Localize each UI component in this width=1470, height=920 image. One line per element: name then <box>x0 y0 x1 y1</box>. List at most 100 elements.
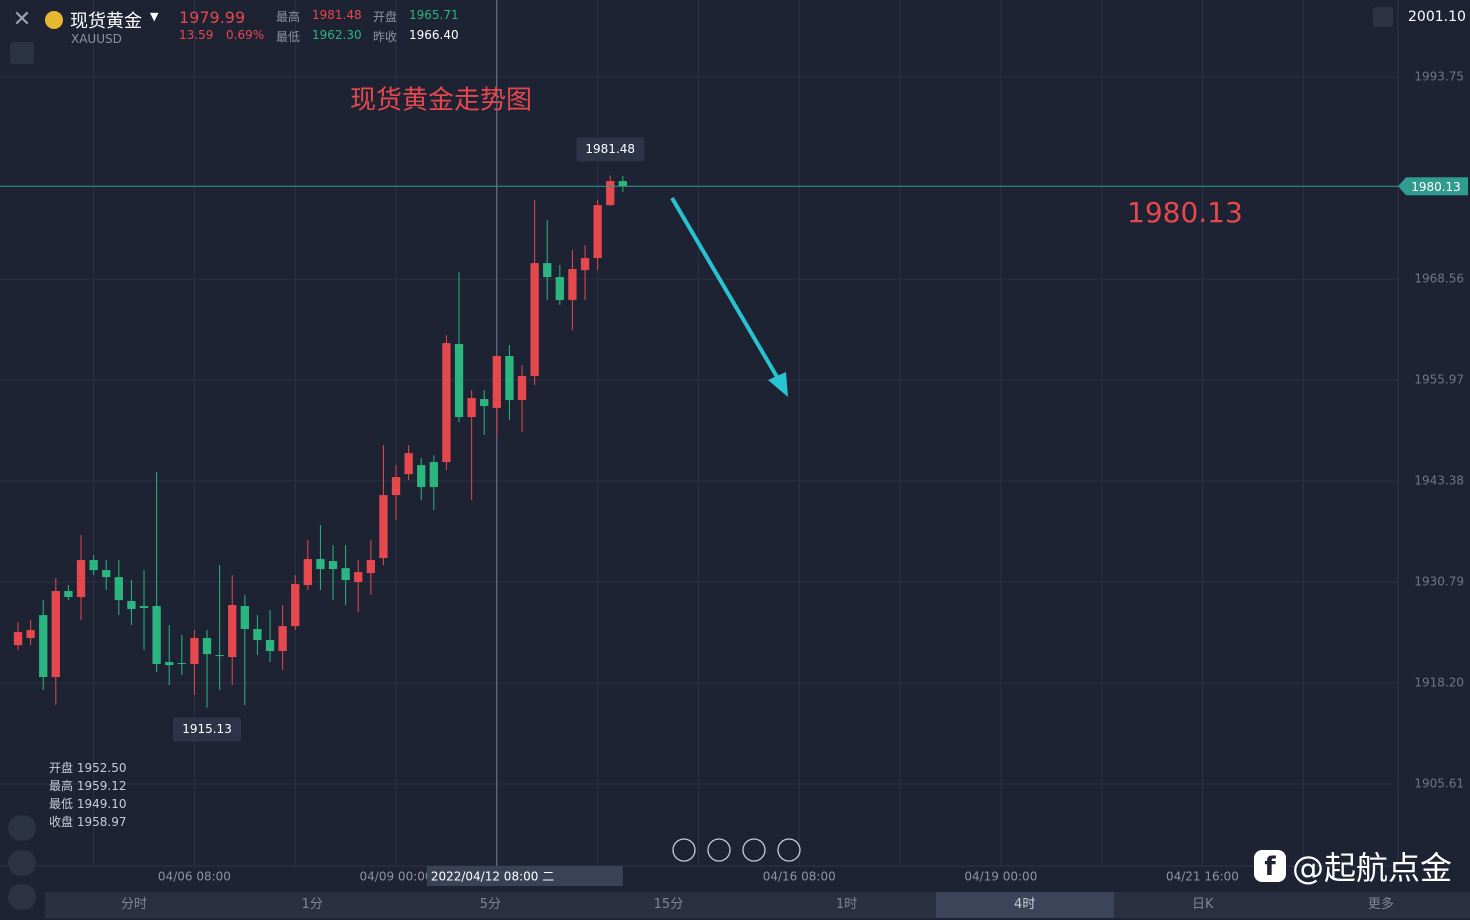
nav-button[interactable] <box>742 838 766 862</box>
candle-body <box>593 205 602 259</box>
candle-body <box>618 181 627 187</box>
nav-button[interactable] <box>672 838 696 862</box>
candle-body <box>89 560 98 571</box>
candle-body <box>366 560 375 574</box>
candle-body <box>543 263 552 278</box>
change: 13.59 <box>179 28 214 42</box>
change-pct: 0.69% <box>226 28 265 42</box>
candle-body <box>127 601 136 610</box>
candle-body <box>354 572 363 583</box>
symbol-name[interactable]: 现货黄金 <box>70 11 142 32</box>
candle-body <box>341 568 350 581</box>
candle-body <box>580 258 590 271</box>
candle-body <box>454 344 464 418</box>
y-tick-label: 1968.56 <box>1414 272 1464 286</box>
candle-body <box>379 495 388 559</box>
collapse-button[interactable] <box>10 42 34 64</box>
crosshair-label: 2022/04/12 08:00 二 <box>431 870 554 884</box>
current-price-label: 1980.13 <box>1411 180 1461 194</box>
y-tick-label: 1918.20 <box>1414 676 1464 690</box>
ohlc-label: 最低 <box>49 797 74 811</box>
candle-body <box>429 462 438 488</box>
y-tick-label: 1905.61 <box>1414 777 1464 791</box>
compare-button[interactable] <box>8 884 36 910</box>
alert-button[interactable] <box>1373 7 1393 27</box>
candle-body <box>165 662 174 666</box>
timeframe-tab[interactable]: 15分 <box>653 897 684 912</box>
crosshair-label-bg <box>426 866 623 886</box>
timeframe-tab[interactable]: 5分 <box>479 897 501 912</box>
candle-body <box>64 591 73 598</box>
candle-body <box>139 606 149 609</box>
y-tick-label: 1943.38 <box>1414 474 1464 488</box>
candle-body <box>278 626 287 652</box>
current-price-tag <box>1398 177 1468 196</box>
timeframe-tab[interactable]: 4时 <box>935 892 1114 918</box>
watermark: @起航点金 <box>1292 849 1453 887</box>
x-tick-label: 04/09 00:00 <box>360 870 433 884</box>
stat-label: 昨收 <box>373 30 398 44</box>
ohlc-value: 1958.97 <box>76 815 127 829</box>
watermark-logo: f <box>1254 850 1286 882</box>
candle-body <box>253 629 262 641</box>
candle-body <box>530 263 539 377</box>
draw-button[interactable] <box>8 850 36 876</box>
candle-body <box>291 584 300 627</box>
timeframe-tabs: 分时 1分 5分 15分 1时 4时 日K 更多 <box>45 892 1470 918</box>
ohlc-label: 最高 <box>49 779 74 793</box>
x-tick-label: 04/06 08:00 <box>158 870 231 884</box>
min-label: 1915.13 <box>182 722 232 736</box>
candle-body <box>114 577 123 601</box>
candle-body <box>505 355 514 401</box>
price-annotation: 1980.13 <box>1127 196 1243 229</box>
nav-button[interactable] <box>707 838 731 862</box>
timeframe-tab[interactable]: 更多 <box>1367 897 1394 912</box>
stat-label: 开盘 <box>373 10 398 24</box>
candle-body <box>51 591 60 678</box>
dropdown-icon[interactable]: ▼ <box>150 10 159 23</box>
ohlc-panel: 开盘 1952.50 最高 1959.12 最低 1949.10 收盘 1958.97 <box>49 759 126 831</box>
timeframe-tab[interactable]: 分时 <box>121 897 148 912</box>
symbol-code: XAUUSD <box>71 32 122 46</box>
max-label-bg <box>576 137 645 162</box>
candle-body <box>39 615 48 678</box>
candle-body <box>102 570 111 578</box>
ohlc-label: 开盘 <box>49 761 74 775</box>
candle-body <box>517 376 527 401</box>
timeframe-tab[interactable]: 1时 <box>835 897 858 912</box>
candle-body <box>328 561 338 570</box>
candle-body <box>303 559 312 586</box>
candle-body <box>13 632 23 646</box>
candle-body <box>391 477 401 496</box>
candle-body <box>480 399 489 407</box>
x-tick-label: 04/16 08:00 <box>763 870 836 884</box>
ohlc-value: 1959.12 <box>76 779 127 793</box>
arrow-head <box>768 372 788 397</box>
stat-value: 1966.40 <box>409 28 459 42</box>
y-tick-label: 1930.79 <box>1414 575 1464 589</box>
timeframe-tab[interactable]: 日K <box>1192 897 1214 912</box>
candle-body <box>240 606 249 630</box>
close-button[interactable]: ✕ <box>12 7 32 32</box>
candle-body <box>417 465 426 488</box>
y-tick-label: 1993.75 <box>1414 70 1464 84</box>
account-value: 2001.10 <box>1408 9 1466 25</box>
candle-body <box>467 398 476 418</box>
candle-body <box>606 181 615 206</box>
timeframe-tab[interactable]: 1分 <box>301 897 323 912</box>
stat-value: 1981.48 <box>312 8 362 22</box>
candle-body <box>555 277 564 301</box>
ohlc-row: 最低 1949.10 <box>49 795 126 813</box>
indicator-button[interactable] <box>8 815 36 841</box>
gold-icon <box>45 11 63 29</box>
x-tick-label: 04/21 16:00 <box>1166 870 1239 884</box>
ohlc-row: 开盘 1952.50 <box>49 759 126 777</box>
max-label: 1981.48 <box>585 142 635 156</box>
chart-title: 现货黄金走势图 <box>350 86 532 116</box>
candle-body <box>76 560 86 598</box>
candle-body <box>215 655 224 657</box>
nav-button[interactable] <box>777 838 801 862</box>
